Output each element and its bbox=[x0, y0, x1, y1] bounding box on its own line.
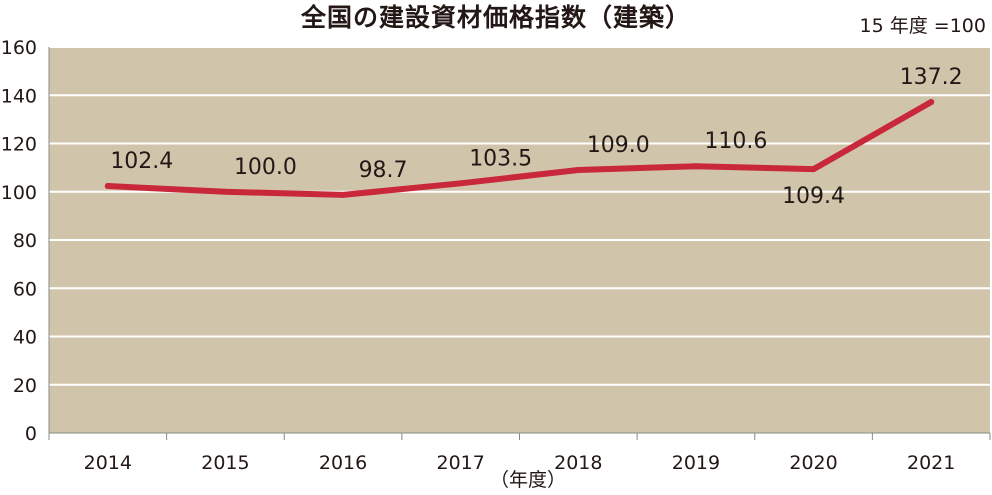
data-point bbox=[928, 99, 935, 106]
x-axis-unit-label: （年度） bbox=[490, 469, 567, 491]
x-tick-label: 2016 bbox=[319, 452, 367, 474]
x-tick-label: 2015 bbox=[201, 452, 249, 474]
data-label: 137.2 bbox=[900, 65, 963, 90]
x-tick-label: 2018 bbox=[554, 452, 602, 474]
x-tick-label: 2017 bbox=[437, 452, 485, 474]
y-tick-label: 160 bbox=[1, 37, 37, 59]
y-tick-label: 20 bbox=[13, 375, 37, 397]
x-tick-label: 2019 bbox=[672, 452, 720, 474]
data-point bbox=[575, 167, 582, 174]
y-tick-label: 0 bbox=[25, 423, 37, 445]
data-label: 103.5 bbox=[469, 146, 532, 171]
y-tick-label: 140 bbox=[1, 85, 37, 107]
y-tick-label: 100 bbox=[1, 182, 37, 204]
x-tick-label: 2014 bbox=[84, 452, 132, 474]
series-line bbox=[104, 99, 935, 198]
data-point bbox=[222, 188, 229, 195]
data-point bbox=[810, 166, 817, 173]
data-label: 102.4 bbox=[110, 149, 173, 174]
y-tick-label: 40 bbox=[13, 327, 37, 349]
data-label: 100.0 bbox=[234, 155, 297, 180]
y-tick-label: 80 bbox=[13, 230, 37, 252]
y-tick-label: 120 bbox=[1, 134, 37, 156]
data-label: 109.4 bbox=[782, 184, 845, 209]
index-base-note: 15 年度 =100 bbox=[859, 15, 986, 37]
y-tick-label: 60 bbox=[13, 278, 37, 300]
x-tick-label: 2020 bbox=[789, 452, 837, 474]
data-point bbox=[457, 180, 464, 187]
data-point bbox=[340, 191, 347, 198]
data-label: 110.6 bbox=[704, 129, 767, 154]
chart-title: 全国の建設資材価格指数（建築） bbox=[300, 3, 691, 32]
data-label: 98.7 bbox=[359, 158, 408, 183]
x-tick-label: 2021 bbox=[907, 452, 955, 474]
data-label: 109.0 bbox=[587, 133, 650, 158]
data-point bbox=[692, 163, 699, 170]
data-point bbox=[104, 182, 111, 189]
